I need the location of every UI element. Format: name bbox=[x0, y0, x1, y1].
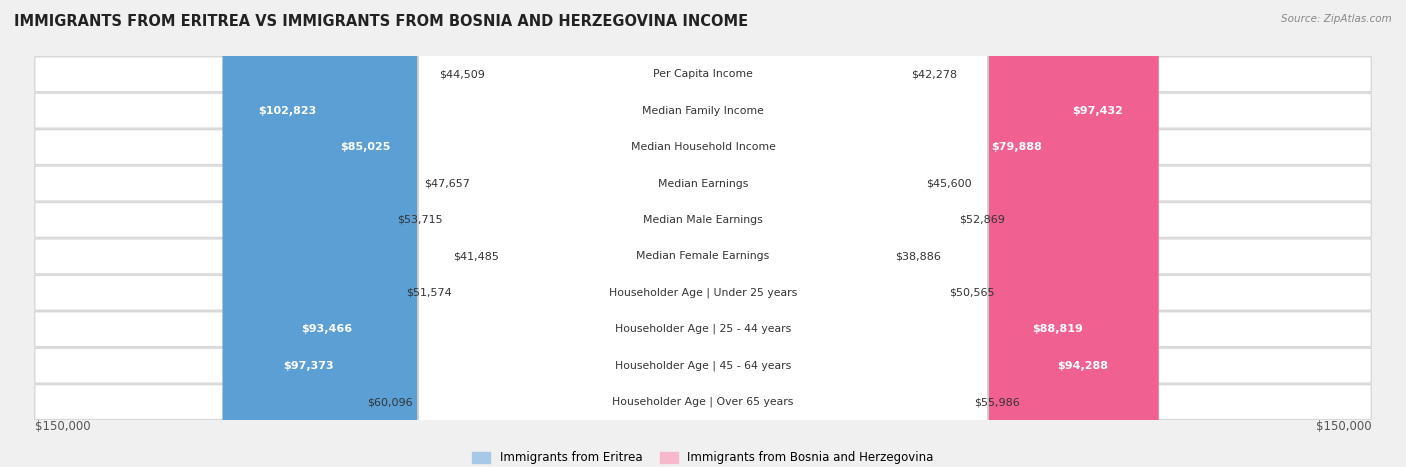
FancyBboxPatch shape bbox=[695, 0, 955, 467]
Text: Median Male Earnings: Median Male Earnings bbox=[643, 215, 763, 225]
Text: Median Household Income: Median Household Income bbox=[630, 142, 776, 152]
FancyBboxPatch shape bbox=[458, 0, 711, 467]
Text: Householder Age | 25 - 44 years: Householder Age | 25 - 44 years bbox=[614, 324, 792, 334]
FancyBboxPatch shape bbox=[418, 0, 988, 467]
Text: $88,819: $88,819 bbox=[1032, 324, 1084, 334]
FancyBboxPatch shape bbox=[222, 0, 711, 467]
FancyBboxPatch shape bbox=[266, 0, 711, 467]
Text: Householder Age | Over 65 years: Householder Age | Over 65 years bbox=[612, 397, 794, 407]
Text: Householder Age | Under 25 years: Householder Age | Under 25 years bbox=[609, 288, 797, 298]
Text: $45,600: $45,600 bbox=[927, 178, 972, 189]
Text: Per Capita Income: Per Capita Income bbox=[652, 69, 754, 79]
FancyBboxPatch shape bbox=[247, 0, 711, 467]
FancyBboxPatch shape bbox=[35, 312, 1371, 347]
Text: $79,888: $79,888 bbox=[991, 142, 1042, 152]
Text: IMMIGRANTS FROM ERITREA VS IMMIGRANTS FROM BOSNIA AND HERZEGOVINA INCOME: IMMIGRANTS FROM ERITREA VS IMMIGRANTS FR… bbox=[14, 14, 748, 29]
Text: $52,869: $52,869 bbox=[960, 215, 1005, 225]
FancyBboxPatch shape bbox=[418, 0, 988, 467]
FancyBboxPatch shape bbox=[418, 0, 988, 467]
Text: $42,278: $42,278 bbox=[911, 69, 957, 79]
FancyBboxPatch shape bbox=[418, 0, 988, 467]
Text: $44,509: $44,509 bbox=[439, 69, 485, 79]
Text: Median Earnings: Median Earnings bbox=[658, 178, 748, 189]
Text: $53,715: $53,715 bbox=[396, 215, 443, 225]
Text: $97,432: $97,432 bbox=[1071, 106, 1123, 116]
FancyBboxPatch shape bbox=[695, 0, 905, 467]
FancyBboxPatch shape bbox=[304, 0, 711, 467]
FancyBboxPatch shape bbox=[418, 0, 988, 467]
Text: $150,000: $150,000 bbox=[1316, 420, 1371, 433]
FancyBboxPatch shape bbox=[695, 0, 1078, 467]
Legend: Immigrants from Eritrea, Immigrants from Bosnia and Herzegovina: Immigrants from Eritrea, Immigrants from… bbox=[468, 446, 938, 467]
FancyBboxPatch shape bbox=[35, 348, 1371, 383]
FancyBboxPatch shape bbox=[418, 0, 988, 467]
FancyBboxPatch shape bbox=[695, 0, 1159, 467]
FancyBboxPatch shape bbox=[695, 0, 969, 467]
Text: $150,000: $150,000 bbox=[35, 420, 90, 433]
FancyBboxPatch shape bbox=[418, 0, 988, 467]
FancyBboxPatch shape bbox=[35, 57, 1371, 92]
FancyBboxPatch shape bbox=[35, 276, 1371, 310]
FancyBboxPatch shape bbox=[695, 0, 921, 467]
Text: $60,096: $60,096 bbox=[367, 397, 413, 407]
FancyBboxPatch shape bbox=[35, 203, 1371, 237]
FancyBboxPatch shape bbox=[35, 93, 1371, 128]
Text: $50,565: $50,565 bbox=[949, 288, 994, 298]
FancyBboxPatch shape bbox=[491, 0, 711, 467]
Text: $38,886: $38,886 bbox=[896, 251, 941, 262]
Text: $94,288: $94,288 bbox=[1057, 361, 1108, 371]
FancyBboxPatch shape bbox=[695, 0, 943, 467]
FancyBboxPatch shape bbox=[475, 0, 711, 467]
Text: $97,373: $97,373 bbox=[284, 361, 335, 371]
Text: $93,466: $93,466 bbox=[301, 324, 353, 334]
Text: $51,574: $51,574 bbox=[406, 288, 453, 298]
FancyBboxPatch shape bbox=[505, 0, 711, 467]
Text: Median Family Income: Median Family Income bbox=[643, 106, 763, 116]
FancyBboxPatch shape bbox=[695, 0, 1144, 467]
FancyBboxPatch shape bbox=[419, 0, 711, 467]
Text: $85,025: $85,025 bbox=[340, 142, 391, 152]
FancyBboxPatch shape bbox=[35, 130, 1371, 164]
Text: $47,657: $47,657 bbox=[425, 178, 471, 189]
FancyBboxPatch shape bbox=[695, 0, 1119, 467]
FancyBboxPatch shape bbox=[418, 0, 988, 467]
Text: $55,986: $55,986 bbox=[974, 397, 1019, 407]
Text: $41,485: $41,485 bbox=[453, 251, 499, 262]
FancyBboxPatch shape bbox=[695, 0, 890, 467]
FancyBboxPatch shape bbox=[35, 385, 1371, 419]
FancyBboxPatch shape bbox=[418, 0, 988, 467]
Text: $102,823: $102,823 bbox=[259, 106, 316, 116]
Text: Source: ZipAtlas.com: Source: ZipAtlas.com bbox=[1281, 14, 1392, 24]
FancyBboxPatch shape bbox=[449, 0, 711, 467]
FancyBboxPatch shape bbox=[418, 0, 988, 467]
FancyBboxPatch shape bbox=[35, 239, 1371, 274]
Text: Householder Age | 45 - 64 years: Householder Age | 45 - 64 years bbox=[614, 361, 792, 371]
Text: Median Female Earnings: Median Female Earnings bbox=[637, 251, 769, 262]
FancyBboxPatch shape bbox=[35, 166, 1371, 201]
